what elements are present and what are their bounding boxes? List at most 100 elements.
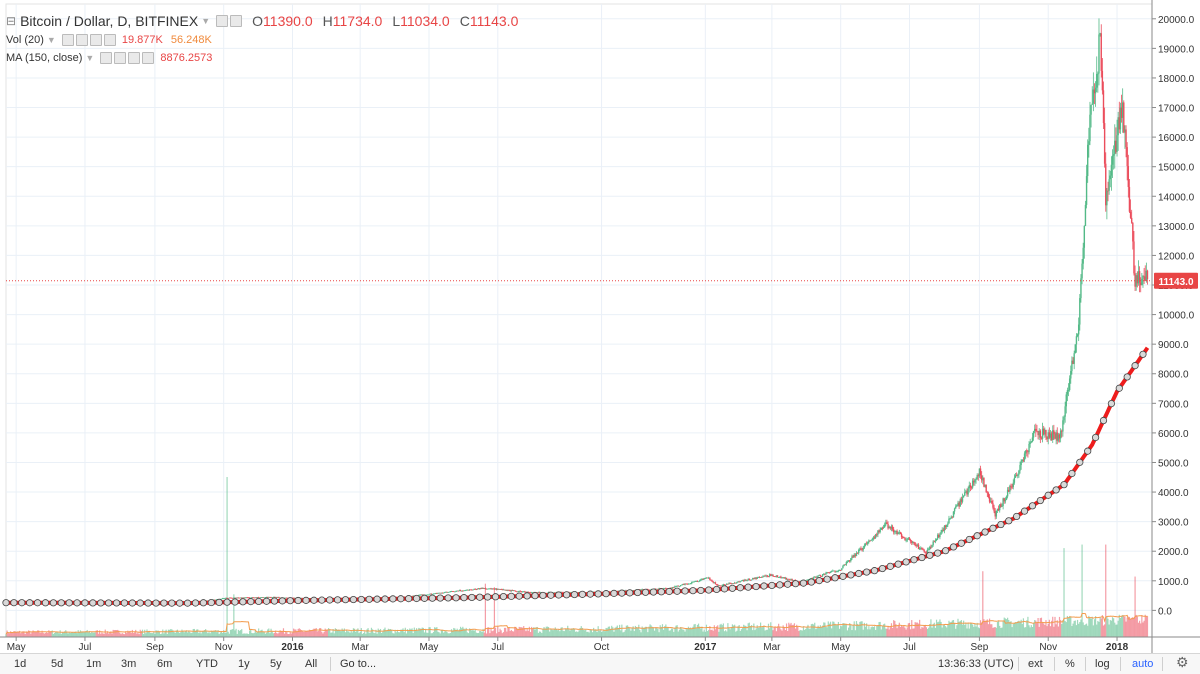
settings-icon[interactable] xyxy=(114,52,127,64)
candle-body xyxy=(241,597,243,599)
log-toggle[interactable]: log xyxy=(1095,658,1110,670)
candle-body xyxy=(265,597,268,598)
volume-bar xyxy=(321,631,323,637)
volume-bar xyxy=(744,625,746,637)
candle-body xyxy=(978,468,981,477)
toolbar-divider xyxy=(1085,657,1086,671)
volume-bar xyxy=(1080,619,1082,637)
volume-bar xyxy=(631,628,633,637)
volume-bar xyxy=(162,629,164,637)
candle-body xyxy=(722,584,725,586)
candle-body xyxy=(933,541,936,543)
range-1d[interactable]: 1d xyxy=(14,658,27,670)
y-tick-label: 1000.0 xyxy=(1158,577,1189,588)
collapse-icon[interactable]: ⊟ xyxy=(6,14,17,28)
volume-bar xyxy=(41,630,43,637)
candle-body xyxy=(1039,430,1042,438)
ma-marker xyxy=(460,594,468,602)
volume-bar xyxy=(669,630,671,637)
candle-body xyxy=(694,581,696,582)
settings-icon[interactable] xyxy=(75,34,88,46)
volume-bar xyxy=(320,628,322,637)
candle-body xyxy=(488,588,490,590)
volume-bar xyxy=(853,621,855,637)
volume-bar xyxy=(533,627,535,637)
close-icon[interactable] xyxy=(103,34,116,46)
volume-bar xyxy=(193,628,195,637)
volume-bar xyxy=(280,630,282,637)
chart-svg[interactable]: 0.01000.02000.03000.04000.05000.06000.07… xyxy=(0,0,1200,653)
gear-icon[interactable]: ⚙ xyxy=(1176,654,1189,670)
volume-bar xyxy=(434,627,436,637)
ma-marker xyxy=(641,588,650,596)
close-icon[interactable] xyxy=(142,52,155,64)
volume-bar xyxy=(762,626,764,637)
volume-bar xyxy=(664,626,666,637)
volume-bar xyxy=(706,631,709,637)
add-icon[interactable] xyxy=(89,34,102,46)
range-6m[interactable]: 6m xyxy=(157,658,173,670)
ma-marker xyxy=(120,599,129,607)
chevron-down-icon[interactable]: ▼ xyxy=(85,53,95,63)
volume-bar xyxy=(1060,619,1062,637)
volume-bar xyxy=(403,632,405,637)
volume-bar xyxy=(908,622,911,637)
range-5y[interactable]: 5y xyxy=(270,658,282,670)
volume-bar xyxy=(29,630,31,637)
ma-marker xyxy=(934,549,942,557)
last-price-label: 11143.0 xyxy=(1158,277,1193,288)
ma-marker xyxy=(334,596,342,604)
x-tick-label: Oct xyxy=(594,642,610,653)
candle-body xyxy=(441,592,444,594)
candle-body xyxy=(1076,334,1079,337)
range-all[interactable]: All xyxy=(305,658,318,670)
ma-marker xyxy=(1020,507,1029,515)
volume-bar xyxy=(844,623,846,637)
candle-body xyxy=(439,592,441,594)
candle-body xyxy=(465,589,467,591)
range-3m[interactable]: 3m xyxy=(121,658,137,670)
volume-bar xyxy=(20,633,22,637)
candle-body xyxy=(256,597,259,599)
percent-toggle[interactable]: % xyxy=(1065,658,1075,670)
range-1y[interactable]: 1y xyxy=(238,658,250,670)
volume-bar xyxy=(59,630,61,637)
candle-body xyxy=(878,530,880,533)
candle-body xyxy=(968,485,970,489)
range-1m[interactable]: 1m xyxy=(86,658,102,670)
settings-icon[interactable] xyxy=(216,15,229,27)
volume-bar xyxy=(203,630,206,637)
visibility-icon[interactable] xyxy=(230,15,243,27)
ma-label[interactable]: MA (150, close) xyxy=(6,52,83,64)
range-ytd[interactable]: YTD xyxy=(196,658,218,670)
volume-bar xyxy=(188,630,190,637)
volume-bar xyxy=(813,624,815,637)
symbol-title[interactable]: Bitcoin / Dollar, D, BITFINEX xyxy=(20,13,199,29)
visibility-icon[interactable] xyxy=(100,52,113,64)
candle-body xyxy=(491,588,493,590)
range-5d[interactable]: 5d xyxy=(51,658,64,670)
volume-bar xyxy=(718,631,720,637)
chevron-down-icon[interactable]: ▼ xyxy=(201,16,211,26)
volume-bar xyxy=(452,630,454,637)
auto-toggle[interactable]: auto xyxy=(1132,658,1154,670)
add-icon[interactable] xyxy=(128,52,141,64)
candle-body xyxy=(532,592,534,594)
candle-body xyxy=(783,577,785,579)
volume-label[interactable]: Vol (20) xyxy=(6,34,44,46)
ma-marker xyxy=(294,596,302,605)
candle-body xyxy=(999,504,1001,511)
volume-bar xyxy=(740,629,743,637)
volume-bar xyxy=(108,633,110,637)
volume-bar xyxy=(625,625,627,637)
volume-bar xyxy=(288,633,290,637)
goto-button[interactable]: Go to... xyxy=(340,658,377,670)
volume-bar xyxy=(659,625,661,637)
chevron-down-icon[interactable]: ▼ xyxy=(46,35,56,45)
volume-bar xyxy=(223,630,225,637)
visibility-icon[interactable] xyxy=(61,34,74,46)
ext-toggle[interactable]: ext xyxy=(1028,658,1043,670)
ma-marker xyxy=(657,588,665,596)
volume-bar xyxy=(404,627,406,637)
